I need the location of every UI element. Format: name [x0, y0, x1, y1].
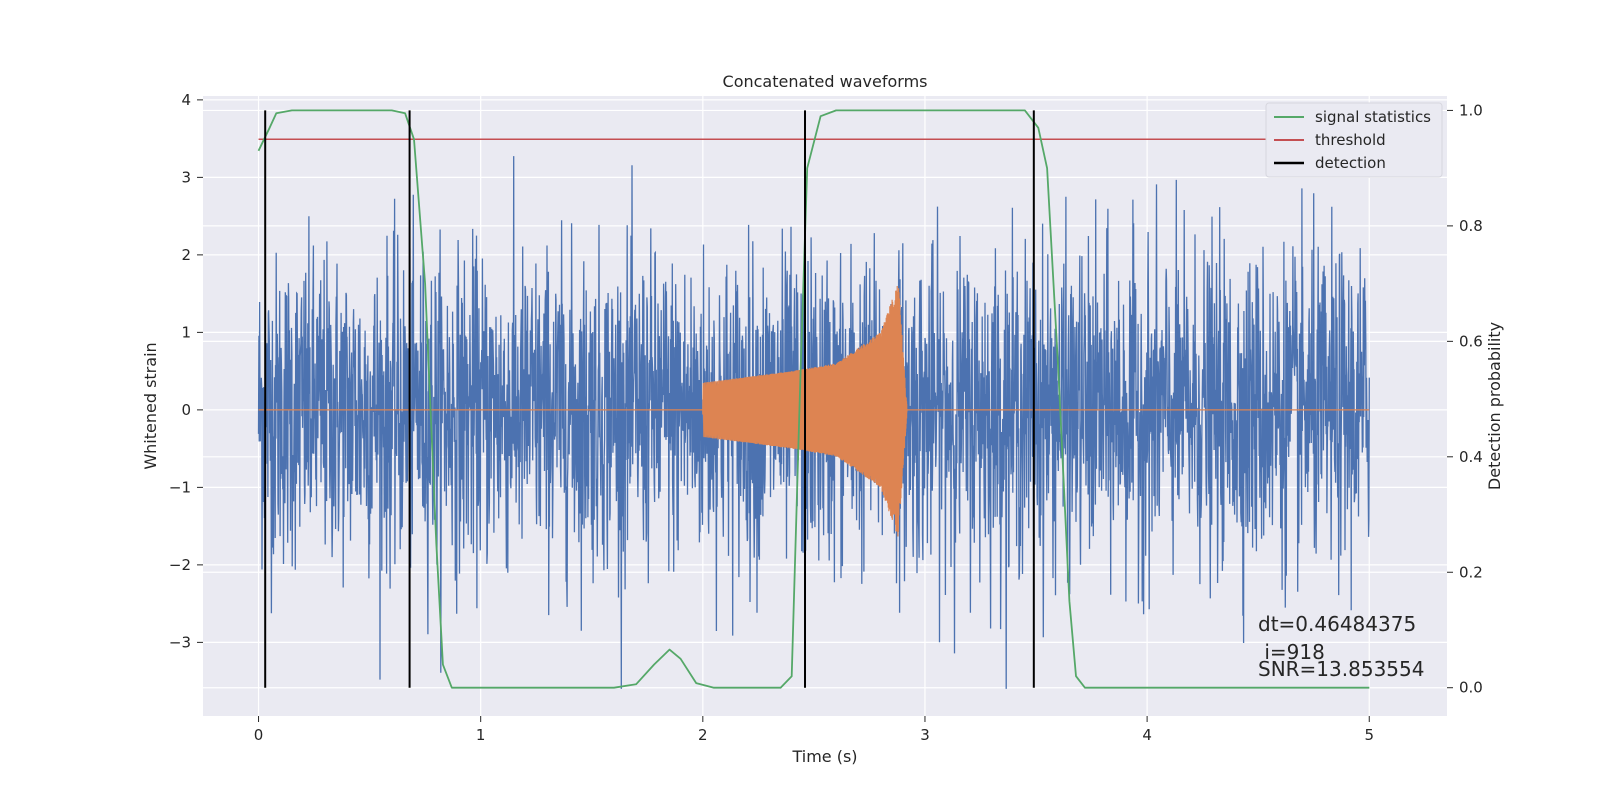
y2-tick-label: 0.0	[1459, 679, 1483, 697]
ticks-layer: 0 1 2 3 4 5 −3 −2 −1 0 1 2 3 4 0.0 0.2 0.4 0.6 0.8 1.0	[169, 91, 1483, 744]
legend-box	[1265, 102, 1443, 178]
x-tick-label: 2	[698, 726, 708, 744]
legend-label-detection: detection	[1315, 154, 1386, 172]
annotation-snr: SNR=13.853554	[1258, 657, 1424, 681]
x-tick-label: 1	[476, 726, 486, 744]
chart-title: Concatenated waveforms	[723, 72, 928, 91]
y2-tick-label: 0.6	[1459, 332, 1483, 350]
right-axis-layer	[257, 109, 1392, 689]
legend-label-signal: signal statistics	[1315, 108, 1431, 126]
x-axis-label: Time (s)	[791, 747, 857, 766]
chirp-layer	[258, 285, 1370, 537]
annotation-i: i=918	[1258, 640, 1325, 664]
legend-label-threshold: threshold	[1315, 131, 1386, 149]
strain-layer	[257, 156, 1370, 689]
y-tick-label: −1	[169, 478, 191, 496]
injected-waveform-series	[258, 285, 1370, 537]
signal-statistics-line	[257, 109, 1370, 689]
y-tick-label: 1	[181, 323, 191, 341]
x-tick-label: 5	[1364, 726, 1374, 744]
x-tick-label: 3	[920, 726, 930, 744]
strain-series	[257, 156, 1370, 689]
y2-axis-label: Detection probability	[1485, 322, 1504, 490]
y-tick-label: 3	[181, 168, 191, 186]
x-tick-label: 4	[1142, 726, 1152, 744]
y-tick-label: 2	[181, 246, 191, 264]
y2-tick-label: 1.0	[1459, 101, 1483, 119]
y2-tick-label: 0.4	[1459, 448, 1483, 466]
x-tick-label: 0	[254, 726, 264, 744]
y-tick-label: 4	[181, 91, 191, 109]
y-tick-label: −3	[169, 633, 191, 651]
y-tick-label: 0	[181, 401, 191, 419]
y-axis-label: Whitened strain	[141, 342, 160, 469]
y2-tick-label: 0.2	[1459, 563, 1483, 581]
annotation-dt: dt=0.46484375	[1258, 612, 1416, 636]
legend: signal statistics threshold detection	[1265, 102, 1443, 178]
y-tick-label: −2	[169, 556, 191, 574]
y2-tick-label: 0.8	[1459, 217, 1483, 235]
